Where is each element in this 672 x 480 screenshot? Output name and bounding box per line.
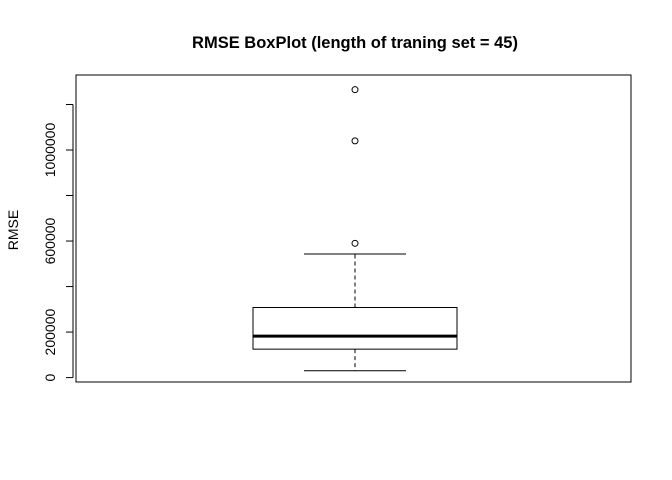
y-axis-label: RMSE bbox=[5, 210, 21, 250]
y-tick-label: 200000 bbox=[42, 309, 58, 356]
outlier-point bbox=[351, 86, 359, 94]
y-tick-label: 1000000 bbox=[42, 123, 58, 178]
box-group bbox=[252, 86, 458, 372]
plot-frame bbox=[75, 74, 632, 383]
y-tick-label: 600000 bbox=[42, 217, 58, 264]
y-tick-label: 0 bbox=[42, 373, 58, 381]
chart-title: RMSE BoxPlot (length of traning set = 45… bbox=[192, 34, 518, 52]
y-axis: 0 200000 600000 1000000 bbox=[42, 103, 74, 381]
outlier-point bbox=[351, 137, 359, 145]
box-iqr bbox=[252, 306, 458, 350]
outlier-point bbox=[351, 239, 359, 247]
